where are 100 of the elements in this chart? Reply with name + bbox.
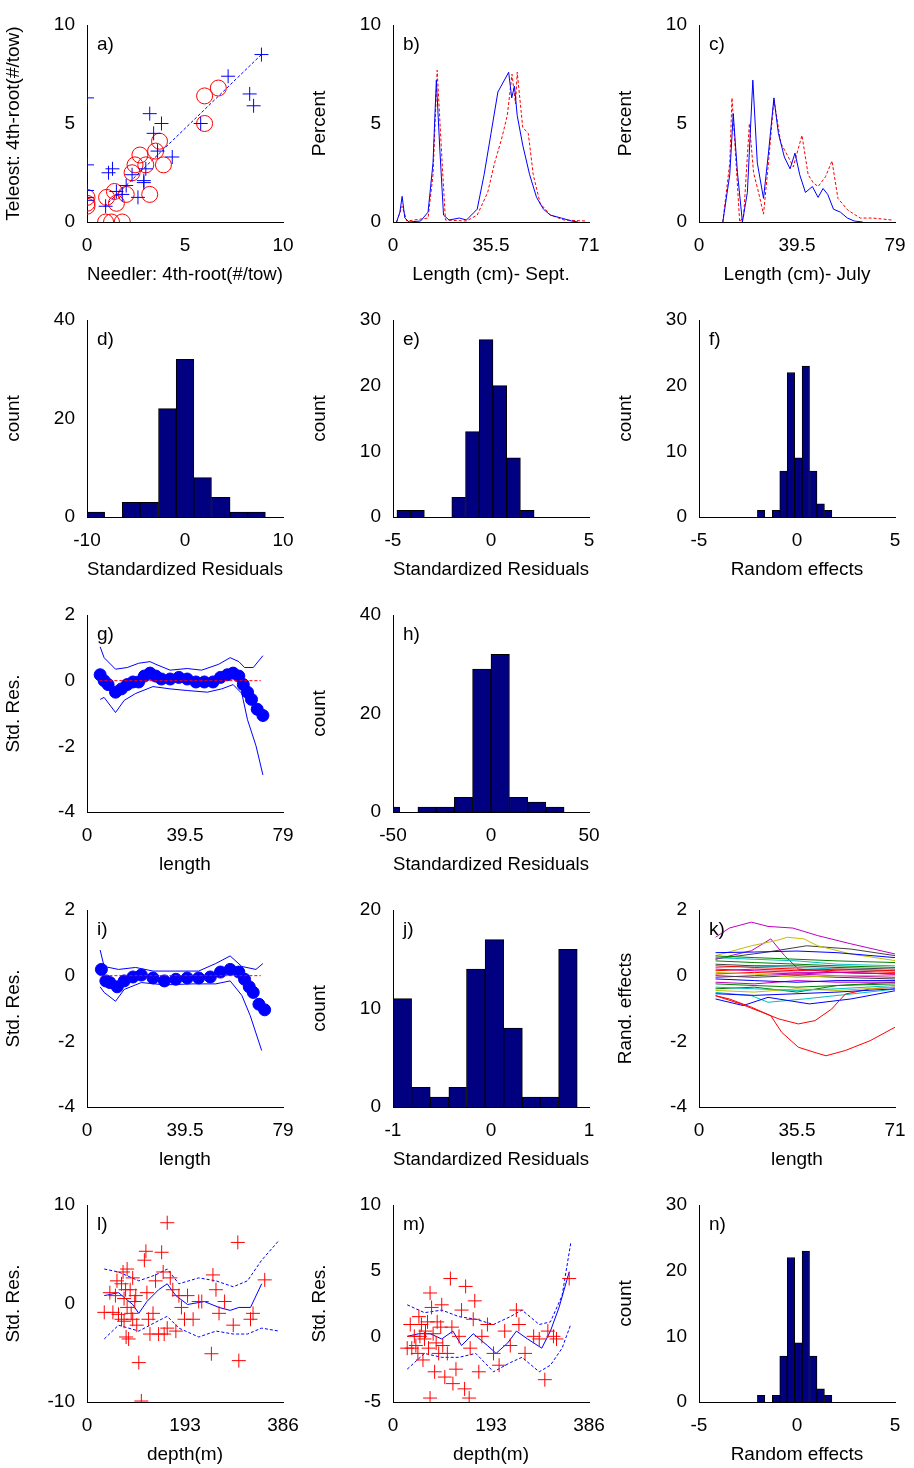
y-tick-label: 20 <box>665 373 687 395</box>
x-axis-title: Length (cm)- Sept. <box>412 262 570 284</box>
y-axis-title: Std. Res. <box>1 1264 23 1343</box>
annotation: b) <box>403 32 420 54</box>
y-axis-title: Std. Res. <box>307 1264 329 1343</box>
y-tick-label: 0 <box>370 210 381 232</box>
y-tick-label: 0 <box>64 963 75 985</box>
x-tick-label: 71 <box>578 233 600 255</box>
x-tick-label: 39.5 <box>778 233 816 255</box>
y-tick-label: 0 <box>64 668 75 690</box>
x-tick-label: 5 <box>179 233 191 255</box>
annotation: g) <box>97 622 114 644</box>
y-axis-title: Percent <box>307 90 329 157</box>
y-axis-title: Std. Res. <box>1 674 23 753</box>
y-tick-label: 5 <box>64 111 75 133</box>
x-tick-label: 0 <box>485 528 497 550</box>
x-tick-label: 5 <box>889 528 901 550</box>
x-tick-label: 79 <box>884 233 906 255</box>
annotation: h) <box>403 622 420 644</box>
annotation: m) <box>403 1212 426 1234</box>
x-tick-label: 0 <box>387 1413 399 1435</box>
y-tick-label: -2 <box>58 734 75 756</box>
x-tick-label: 0 <box>179 528 191 550</box>
y-axis-title: count <box>307 689 329 737</box>
x-tick-label: 0 <box>81 233 93 255</box>
y-tick-label: 10 <box>359 1193 381 1215</box>
y-axis-title: Teleost: 4th-root(#/tow) <box>1 26 23 221</box>
annotation: c) <box>709 32 725 54</box>
x-axis-title: length <box>771 1147 823 1169</box>
y-tick-label: -10 <box>47 1390 75 1412</box>
y-tick-label: -5 <box>364 1390 381 1412</box>
x-tick-label: -5 <box>690 1413 708 1435</box>
y-tick-label: 5 <box>370 111 381 133</box>
x-tick-label: 35.5 <box>472 233 510 255</box>
y-axis-title: count <box>613 1279 635 1327</box>
x-axis-title: Needler: 4th-root(#/tow) <box>87 262 283 284</box>
x-tick-label: -5 <box>690 528 708 550</box>
x-axis-title: depth(m) <box>452 1442 530 1464</box>
y-tick-label: 20 <box>359 373 381 395</box>
y-tick-label: 10 <box>53 13 75 35</box>
annotation: i) <box>97 917 108 939</box>
y-tick-label: 10 <box>53 1193 75 1215</box>
y-tick-label: 0 <box>370 1095 381 1117</box>
y-tick-label: 30 <box>665 308 687 330</box>
x-axis-title: Standardized Residuals <box>393 557 589 579</box>
annotation: n) <box>709 1212 726 1234</box>
y-tick-label: 10 <box>359 13 381 35</box>
x-tick-label: 0 <box>485 823 497 845</box>
x-axis-title: Standardized Residuals <box>393 1147 589 1169</box>
y-tick-label: 0 <box>64 210 75 232</box>
x-axis-title: depth(m) <box>146 1442 224 1464</box>
x-tick-label: 79 <box>272 823 294 845</box>
x-tick-label: 50 <box>578 823 600 845</box>
y-axis-title: Rand. effects <box>613 952 635 1065</box>
x-tick-label: 39.5 <box>166 1118 204 1140</box>
y-tick-label: 0 <box>370 800 381 822</box>
y-tick-label: 10 <box>359 439 381 461</box>
x-tick-label: 5 <box>583 528 595 550</box>
annotation: d) <box>97 327 114 349</box>
x-tick-label: 193 <box>169 1413 201 1435</box>
x-tick-label: -5 <box>384 528 402 550</box>
x-tick-label: 0 <box>81 1413 93 1435</box>
x-tick-label: -1 <box>384 1118 402 1140</box>
y-axis-title: count <box>307 394 329 442</box>
annotation: j) <box>402 917 414 939</box>
x-tick-label: 0 <box>791 1413 803 1435</box>
y-tick-label: -4 <box>58 800 76 822</box>
annotation: k) <box>709 917 725 939</box>
x-tick-label: 10 <box>272 233 294 255</box>
y-tick-label: 5 <box>370 1258 381 1280</box>
y-tick-label: 0 <box>676 1390 687 1412</box>
x-axis-title: Random effects <box>730 557 864 579</box>
x-axis-title: Random effects <box>730 1442 864 1464</box>
y-tick-label: 20 <box>359 701 381 723</box>
x-tick-label: 1 <box>583 1118 595 1140</box>
y-tick-label: 5 <box>676 111 687 133</box>
y-tick-label: 40 <box>53 308 75 330</box>
y-axis-title: count <box>1 394 23 442</box>
y-tick-label: 10 <box>665 1324 687 1346</box>
x-tick-label: 0 <box>387 233 399 255</box>
y-tick-label: 2 <box>64 603 75 625</box>
x-axis-title: Standardized Residuals <box>393 852 589 874</box>
x-tick-label: 5 <box>889 1413 901 1435</box>
y-tick-label: 0 <box>370 1324 381 1346</box>
y-axis-title: Percent <box>613 90 635 157</box>
y-tick-label: -4 <box>58 1095 76 1117</box>
annotation: a) <box>97 32 114 54</box>
y-tick-label: 0 <box>676 505 687 527</box>
y-tick-label: 0 <box>370 505 381 527</box>
x-axis-title: length <box>159 852 211 874</box>
y-axis-title: Std. Res. <box>1 969 23 1048</box>
x-axis-title: length <box>159 1147 211 1169</box>
x-tick-label: 10 <box>272 528 294 550</box>
x-tick-label: 0 <box>693 233 705 255</box>
annotation: f) <box>709 327 721 349</box>
x-tick-label: 0 <box>81 823 93 845</box>
x-tick-label: 386 <box>267 1413 299 1435</box>
y-tick-label: 20 <box>359 898 381 920</box>
y-tick-label: 10 <box>359 996 381 1018</box>
x-axis-title: Length (cm)- July <box>723 262 871 284</box>
